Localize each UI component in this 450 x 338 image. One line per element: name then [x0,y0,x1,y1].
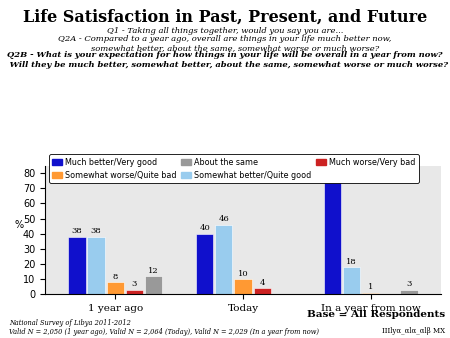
Bar [68,237,86,294]
Bar [126,290,143,294]
Bar [343,267,360,294]
Text: 77: 77 [327,169,338,176]
Text: 8: 8 [112,273,118,281]
Text: 10: 10 [238,270,248,278]
Text: 4: 4 [259,279,265,287]
Text: IIIlyα_αlα_αlβ MX: IIIlyα_αlα_αlβ MX [382,327,446,335]
Text: 12: 12 [148,267,159,275]
Text: Q1 - Taking all things together, would you say you are...: Q1 - Taking all things together, would y… [107,27,343,35]
Text: National Survey of Libya 2011-2012
Valid N = 2,050 (1 year ago), Valid N = 2,064: National Survey of Libya 2011-2012 Valid… [9,319,319,336]
Text: Base = All Respondents: Base = All Respondents [307,310,446,319]
Text: 18: 18 [346,258,357,266]
Text: Q2A - Compared to a year ago, overall are things in your life much better now,
 : Q2A - Compared to a year ago, overall ar… [58,35,392,52]
Text: 3: 3 [406,280,412,288]
Legend: Much better/Very good, Somewhat worse/Quite bad, About the same, Somewhat better: Much better/Very good, Somewhat worse/Qu… [49,154,419,183]
Text: 38: 38 [91,227,101,236]
Y-axis label: %: % [14,220,23,230]
Text: 46: 46 [218,215,229,223]
Bar [87,237,105,294]
Bar [107,282,124,294]
Bar [234,279,252,294]
Bar [196,234,213,294]
Bar [324,178,341,294]
Text: 3: 3 [132,280,137,288]
Text: Life Satisfaction in Past, Present, and Future: Life Satisfaction in Past, Present, and … [23,8,427,25]
Text: 38: 38 [72,227,82,236]
Text: 1: 1 [368,283,373,291]
Bar [400,290,418,294]
Bar [215,224,233,294]
Text: 40: 40 [199,224,210,233]
Bar [253,288,271,294]
Bar [145,276,162,294]
Text: Q2B - What is your expectation for how things in your life will be overall in a : Q2B - What is your expectation for how t… [1,51,449,69]
Bar [362,293,379,294]
